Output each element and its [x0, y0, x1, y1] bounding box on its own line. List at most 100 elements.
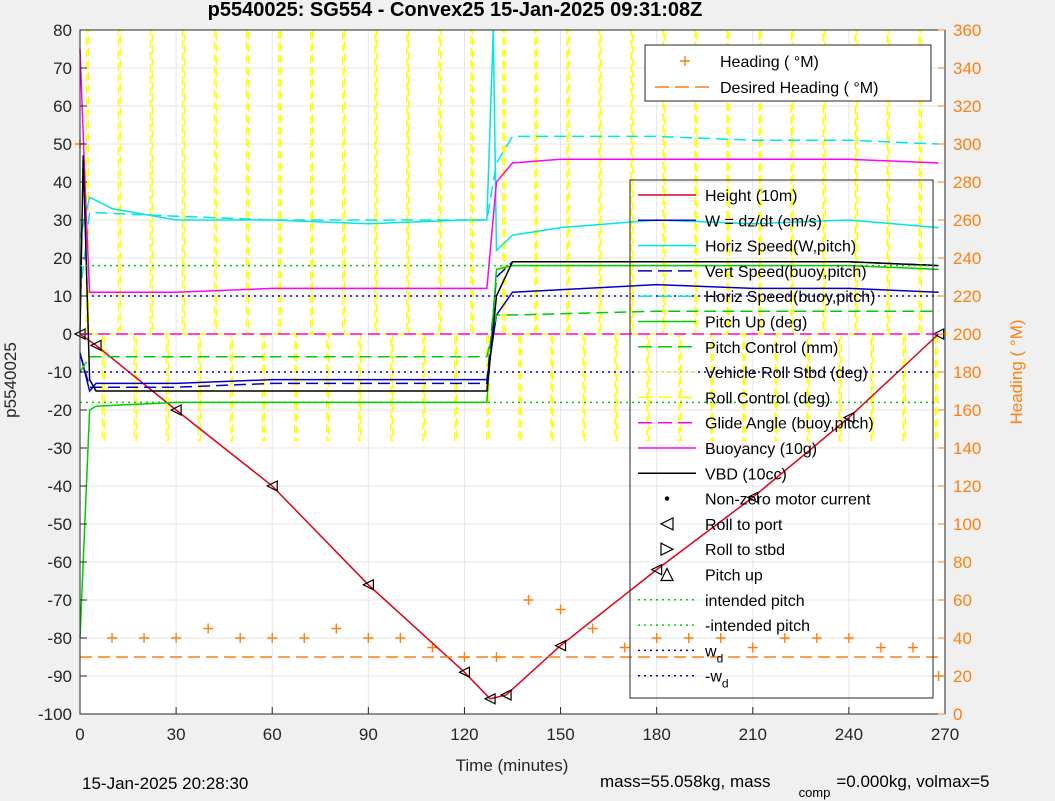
legend-main-label-sub: d: [717, 651, 724, 665]
roll-marker: [89, 339, 102, 352]
y-tick-label: 50: [53, 135, 72, 154]
series-buoyancy-10g-: [79, 48, 939, 293]
y-right-tick-label: 0: [953, 705, 962, 724]
legend-main-label-text: Roll to port: [705, 517, 783, 534]
legend-main-label-text: Pitch Up (deg): [705, 315, 807, 332]
legend-main-swatch: [660, 567, 674, 582]
heading-point: [299, 633, 310, 643]
heading-point: [811, 633, 822, 643]
legend-main-label-text: Roll Control (deg): [705, 390, 830, 407]
x-tick-label: 120: [450, 725, 478, 744]
y-right-tick-label: 300: [953, 135, 981, 154]
legend-main-label: intended pitch: [705, 593, 805, 610]
legend-main-label: Non-zero motor current: [705, 492, 871, 509]
heading-point: [779, 633, 790, 643]
heading-point: [203, 623, 214, 634]
roll-marker: [265, 480, 278, 492]
legend-main-label-text: W = dz/dt (cm/s): [705, 213, 822, 230]
legend-main-label: Roll Control (deg): [705, 390, 830, 407]
legend-top-box: [644, 44, 932, 102]
y-tick-label: -90: [47, 667, 72, 686]
legend-main-label: Pitch Control (mm): [705, 340, 838, 357]
ticks: 0 30 60 90 120 150 180 210 240 270 80 70 60 50 40 30 20 1…: [38, 21, 981, 744]
legend-main-label-text: Height (10m): [705, 188, 797, 205]
series-vbd-10cc-: [79, 155, 939, 392]
series-w-dz-dt-cm-s-: [79, 283, 939, 393]
y-tick-label: -30: [47, 439, 72, 458]
x-tick-label: 30: [167, 725, 186, 744]
heading-point: [523, 595, 534, 605]
y-right-tick-label: 220: [953, 287, 981, 306]
heading-point: [907, 642, 918, 653]
legend-top: Heading ( °M) Desired Heading ( °M): [644, 44, 932, 102]
legend-main-label-text: w: [704, 643, 717, 660]
legend-main-label: Pitch up: [705, 568, 763, 585]
legend-main-label: Vehicle Roll Stbd (deg): [705, 365, 868, 382]
legend-main-label: -intended pitch: [705, 618, 810, 635]
heading-point: [875, 642, 886, 653]
roll-marker: [842, 411, 855, 424]
y-right-tick-label: 140: [953, 439, 981, 458]
roll-marker: [169, 404, 182, 416]
heading-point: [267, 633, 278, 643]
legend-main-label-text: Pitch up: [705, 568, 763, 585]
heading-point: [139, 633, 150, 643]
legend-top-swatch: [680, 56, 690, 66]
legend-main-label: Roll to port: [705, 517, 783, 534]
legend-main-label: Horiz Speed(W,pitch): [705, 239, 856, 256]
legend-main-box: [629, 179, 934, 699]
heading-point: [747, 642, 758, 653]
legend-main-label-text: intended pitch: [705, 593, 805, 610]
heading-point: [363, 633, 374, 643]
heading-point: [427, 642, 438, 653]
y-tick-label: -20: [47, 401, 72, 420]
y-tick-label: -100: [38, 705, 72, 724]
y-right-tick-label: 340: [953, 59, 981, 78]
x-tick-label: 60: [263, 725, 282, 744]
y-tick-label: -40: [47, 477, 72, 496]
x-tick-label: 240: [835, 725, 863, 744]
legend-main-label: Vert Speed(buoy,pitch): [705, 264, 867, 281]
y-right-tick-label: 240: [953, 249, 981, 268]
y-right-tick-label: 20: [953, 667, 972, 686]
roll-marker: [650, 563, 663, 576]
y-tick-label: 70: [53, 59, 72, 78]
x-axis-label: Time (minutes): [456, 756, 569, 775]
legend-main-label-text: Vehicle Roll Stbd (deg): [705, 365, 868, 382]
legend-main-label-text: -w: [705, 669, 722, 686]
heading-point: [715, 633, 726, 643]
legend-top-label: Heading ( °M): [720, 54, 819, 71]
y-right-tick-label: 180: [953, 363, 981, 382]
y-right-tick-label: 120: [953, 477, 981, 496]
y-right-tick-label: 200: [953, 325, 981, 344]
heading-point: [683, 633, 694, 643]
heading-point: [235, 633, 246, 643]
legend-main-swatch: [664, 496, 670, 501]
x-tick-label: 180: [642, 725, 670, 744]
legend-main-label-sub: d: [722, 677, 729, 691]
y-tick-label: -70: [47, 591, 72, 610]
legend-main-label-text: Horiz Speed(buoy,pitch): [705, 289, 875, 306]
y-right-tick-label: 60: [953, 591, 972, 610]
roll-marker: [458, 666, 471, 679]
roll-marker: [483, 692, 496, 705]
legend-main-swatch: [660, 542, 675, 557]
footer-comp-sub: comp: [798, 785, 831, 800]
series-pitch-control-mm-: [79, 310, 939, 373]
roll-marker: [499, 689, 512, 701]
legend-main-label-text: Vert Speed(buoy,pitch): [705, 264, 867, 281]
series-layer: [73, 29, 952, 705]
heading-point: [171, 633, 182, 643]
y-axis-label: p5540025: [1, 342, 20, 418]
y-right-tick-label: 100: [953, 515, 981, 534]
heading-point: [107, 633, 118, 643]
series-pitch-up-deg-: [79, 264, 939, 639]
y-tick-label: 0: [63, 325, 72, 344]
y-right-tick-label: 80: [953, 553, 972, 572]
x-tick-label: 150: [546, 725, 574, 744]
roll-marker: [746, 491, 759, 504]
legend-main-label-text: Roll to stbd: [705, 542, 785, 559]
y-tick-label: -10: [47, 363, 72, 382]
heading-point: [843, 633, 854, 643]
legend-main-label: Pitch Up (deg): [705, 315, 807, 332]
